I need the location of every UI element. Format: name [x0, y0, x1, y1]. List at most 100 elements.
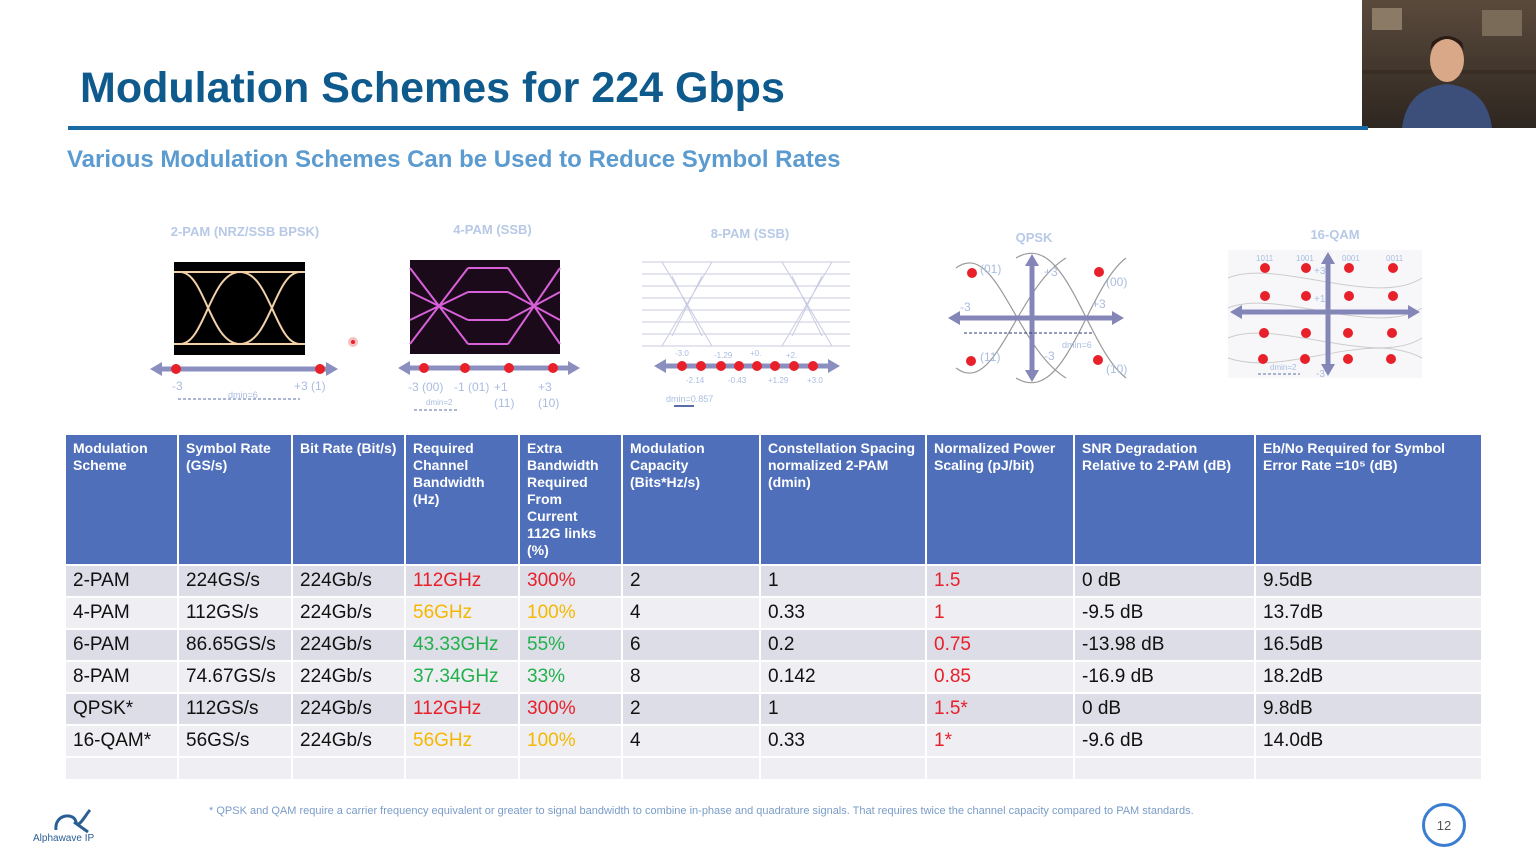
svg-text:1001: 1001 [1296, 254, 1314, 263]
table-cell: 224Gb/s [292, 724, 406, 757]
table-cell: 224Gb/s [292, 628, 406, 661]
table-cell: 16-QAM* [66, 724, 179, 757]
table-cell: 0.33 [760, 724, 927, 757]
table-cell: 300% [519, 564, 623, 597]
column-header: SNR Degradation Relative to 2-PAM (dB) [1074, 435, 1256, 565]
table-cell: 8-PAM [66, 660, 179, 693]
presenter-webcam [1362, 0, 1536, 128]
page-number: 12 [1422, 803, 1466, 847]
svg-text:(10): (10) [1106, 362, 1127, 376]
footnote: * QPSK and QAM require a carrier frequen… [209, 805, 1194, 817]
svg-text:+2.: +2. [786, 351, 797, 360]
svg-text:-3 (00): -3 (00) [408, 380, 443, 394]
table-cell: 1* [926, 724, 1075, 757]
8pam-eye-diagram: -3.0 -1.29 +0. +2. -2.14 -0.43 +1.29 +3.… [642, 261, 850, 407]
table-cell: 112GHz [405, 692, 520, 725]
table-cell: 2 [622, 692, 761, 725]
4pam-eye-diagram: -3 (00) -1 (01) +1 (11) +3 (10) dmin=2 [398, 260, 580, 411]
qpsk-constellation: (01) +3 (00) -3 +3 (11) -3 (10) dmin=6 [948, 252, 1127, 384]
table-cell: 1 [926, 596, 1075, 629]
table-cell: 13.7dB [1255, 596, 1483, 629]
svg-text:(01): (01) [980, 262, 1001, 276]
column-header: Constellation Spacing normalized 2-PAM (… [760, 435, 927, 565]
svg-text:-1 (01): -1 (01) [454, 380, 489, 394]
table-cell: 1.5* [926, 692, 1075, 725]
table-cell: 74.67GS/s [178, 660, 293, 693]
table-spacer-row [66, 756, 1483, 779]
table-cell: 112GHz [405, 564, 520, 597]
table-row: 2-PAM 224GS/s 224Gb/s 112GHz 300% 2 1 1.5 0 dB 9.… [66, 564, 1483, 597]
svg-text:-3: -3 [1316, 369, 1325, 380]
table-row: 8-PAM 74.67GS/s 224Gb/s 37.34GHz 33% 8 0.142 0.… [66, 660, 1483, 693]
diagram-title-8pam: 8-PAM (SSB) [710, 226, 790, 241]
cursor-pointer [348, 337, 358, 347]
column-header: Extra Bandwidth Required From Current 11… [519, 435, 623, 565]
slide-title: Modulation Schemes for 224 Gbps [80, 64, 785, 112]
column-header: Symbol Rate (GS/s) [178, 435, 293, 565]
alphawave-logo-icon [54, 808, 92, 834]
table-cell: 86.65GS/s [178, 628, 293, 661]
svg-text:dmin=6: dmin=6 [228, 390, 258, 400]
table-row: QPSK* 112GS/s 224Gb/s 112GHz 300% 2 1 1.5* 0 dB 9… [66, 692, 1483, 725]
table-cell: 2-PAM [66, 564, 179, 597]
diagram-title-16qam: 16-QAM [1310, 227, 1360, 242]
svg-text:0011: 0011 [1386, 254, 1404, 263]
table-cell: 33% [519, 660, 623, 693]
table-cell: 16.5dB [1255, 628, 1483, 661]
svg-text:(00): (00) [1106, 275, 1127, 289]
table-cell: 8 [622, 660, 761, 693]
company-logo-text: Alphawave IP [33, 833, 95, 844]
svg-text:+3.0: +3.0 [807, 376, 823, 385]
svg-text:dmin=2: dmin=2 [426, 398, 453, 407]
table-cell: 0.75 [926, 628, 1075, 661]
label: -3 [172, 379, 183, 393]
column-header: Eb/No Required for Symbol Error Rate =10… [1255, 435, 1483, 565]
table-cell: 6-PAM [66, 628, 179, 661]
16qam-constellation: 1011 1001 0001 0011 +3 +1 -3 dmin=2 [1227, 250, 1423, 380]
table-cell: 224Gb/s [292, 564, 406, 597]
svg-text:+0.: +0. [750, 349, 761, 358]
svg-text:(10): (10) [538, 396, 559, 410]
table-cell: 0 dB [1074, 692, 1256, 725]
table-cell: 112GS/s [178, 596, 293, 629]
table-cell: 4 [622, 724, 761, 757]
diagram-title-qpsk: QPSK [1015, 230, 1053, 245]
diagram-title-4pam: 4-PAM (SSB) [453, 222, 532, 237]
svg-text:+3: +3 [538, 380, 552, 394]
table-cell: 1.5 [926, 564, 1075, 597]
table-cell: 9.8dB [1255, 692, 1483, 725]
diagram-title-2pam: 2-PAM (NRZ/SSB BPSK) [170, 224, 320, 239]
table-cell: 14.0dB [1255, 724, 1483, 757]
svg-text:-3: -3 [1044, 349, 1055, 363]
svg-text:+1.29: +1.29 [768, 376, 789, 385]
table-cell: 2 [622, 564, 761, 597]
table-row: 6-PAM 86.65GS/s 224Gb/s 43.33GHz 55% 6 0.2 0.75… [66, 628, 1483, 661]
svg-text:-3: -3 [960, 300, 971, 314]
table-cell: 224Gb/s [292, 660, 406, 693]
table-cell: 55% [519, 628, 623, 661]
table-cell: 4-PAM [66, 596, 179, 629]
svg-text:dmin=0.857: dmin=0.857 [666, 394, 713, 404]
svg-text:(11): (11) [494, 396, 514, 410]
table-cell: 224GS/s [178, 564, 293, 597]
table-cell: 0.33 [760, 596, 927, 629]
2pam-eye-diagram: -3 +3 (1) dmin=6 [150, 262, 338, 400]
column-header: Normalized Power Scaling (pJ/bit) [926, 435, 1075, 565]
table-cell: -9.6 dB [1074, 724, 1256, 757]
table-cell: 56GHz [405, 724, 520, 757]
svg-text:dmin=2: dmin=2 [1270, 363, 1297, 372]
modulation-comparison-table: Modulation Scheme Symbol Rate (GS/s) Bit R… [66, 435, 1483, 779]
svg-text:-0.43: -0.43 [728, 376, 747, 385]
column-header: Required Channel Bandwidth (Hz) [405, 435, 520, 565]
svg-text:+1: +1 [494, 380, 508, 394]
table-cell: -9.5 dB [1074, 596, 1256, 629]
table-cell: 0.85 [926, 660, 1075, 693]
table-cell: 224Gb/s [292, 692, 406, 725]
table-cell: 43.33GHz [405, 628, 520, 661]
table-cell: 56GHz [405, 596, 520, 629]
svg-text:-2.14: -2.14 [686, 376, 705, 385]
svg-text:+3: +3 [1044, 265, 1058, 279]
svg-text:0001: 0001 [1342, 254, 1360, 263]
table-cell: 0.142 [760, 660, 927, 693]
svg-text:(11): (11) [980, 350, 1000, 364]
